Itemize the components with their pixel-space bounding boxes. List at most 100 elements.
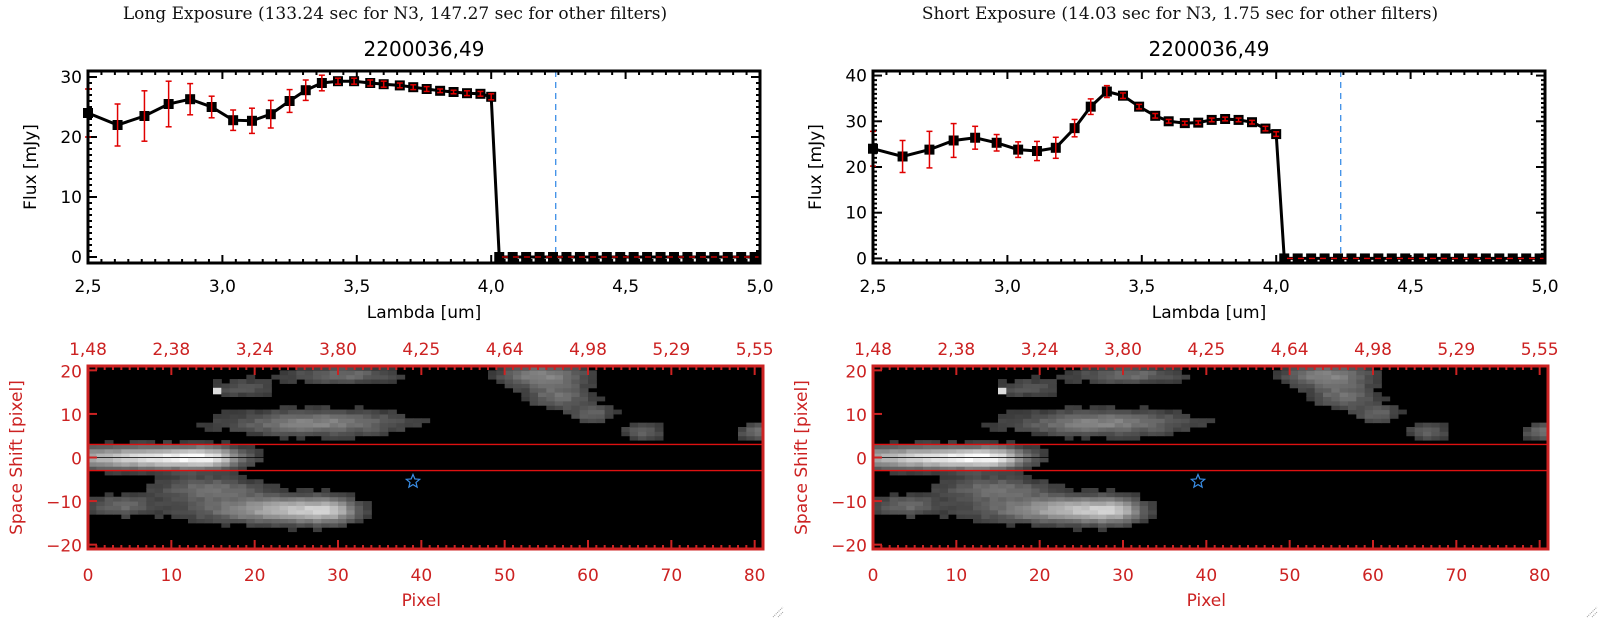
x-tick-label: 5,0 bbox=[746, 277, 773, 297]
y-tick-label: 10 bbox=[60, 406, 82, 426]
dead-pixel bbox=[175, 433, 193, 440]
y-tick-label: −20 bbox=[46, 537, 82, 557]
top-wavelength-label: 3,80 bbox=[1104, 340, 1142, 360]
top-wavelength-label: 4,98 bbox=[569, 340, 607, 360]
x-tick-label: 4,5 bbox=[612, 277, 639, 297]
y-tick-label: 0 bbox=[71, 248, 82, 268]
x-axis-label: Pixel bbox=[1187, 591, 1226, 611]
chart-title: 2200036,49 bbox=[364, 37, 485, 61]
data-point bbox=[507, 252, 518, 262]
y-tick-label: 0 bbox=[856, 450, 867, 470]
x-tick-label: 20 bbox=[1029, 566, 1051, 586]
x-tick-label: 0 bbox=[868, 566, 879, 586]
star-marker-icon bbox=[1189, 472, 1207, 489]
x-tick-label: 60 bbox=[1362, 566, 1384, 586]
image-pixels bbox=[873, 366, 1549, 533]
x-tick-label: 30 bbox=[1112, 566, 1134, 586]
y-axis-label: Space Shift [pixel] bbox=[792, 380, 812, 535]
data-point bbox=[1292, 253, 1303, 264]
x-tick-label: 50 bbox=[494, 566, 516, 586]
x-tick-label: 3,5 bbox=[343, 277, 370, 297]
top-wavelength-label: 2,38 bbox=[152, 340, 190, 360]
top-wavelength-label: 4,64 bbox=[486, 340, 524, 360]
y-tick-label: 30 bbox=[845, 112, 867, 132]
y-tick-label: −20 bbox=[831, 537, 867, 557]
x-tick-label: 4,0 bbox=[1263, 277, 1290, 297]
data-point bbox=[494, 252, 505, 262]
x-tick-label: 5,0 bbox=[1531, 277, 1558, 297]
short-exposure-panel: Short Exposure (14.03 sec for N3, 1.75 s… bbox=[785, 0, 1575, 630]
spectrum-chart: 2200036,49 2,5 3,0 3,5 4,0 4,5 5,0 0 10 20 30 40 Lam… bbox=[806, 37, 1559, 323]
data-point bbox=[1413, 253, 1424, 264]
x-tick-label: 80 bbox=[744, 566, 766, 586]
data-point bbox=[736, 252, 747, 262]
resize-grip-icon[interactable] bbox=[1584, 604, 1598, 618]
top-wavelength-label: 1,48 bbox=[854, 340, 892, 360]
data-point bbox=[668, 252, 679, 262]
exposure-title: Short Exposure (14.03 sec for N3, 1.75 s… bbox=[921, 4, 1439, 24]
resize-grip-icon[interactable] bbox=[770, 604, 784, 618]
y-tick-label: 10 bbox=[845, 406, 867, 426]
x-tick-label: 30 bbox=[327, 566, 349, 586]
data-point bbox=[1467, 253, 1478, 264]
y-tick-label: 30 bbox=[60, 68, 82, 88]
top-wavelength-label: 4,25 bbox=[402, 340, 440, 360]
x-tick-label: 2,5 bbox=[859, 277, 886, 297]
data-point bbox=[682, 252, 693, 262]
y-tick-label: 20 bbox=[845, 362, 867, 382]
chart-title: 2200036,49 bbox=[1149, 37, 1270, 61]
data-point bbox=[1346, 253, 1357, 264]
dead-pixel bbox=[960, 433, 978, 440]
x-tick-label: 40 bbox=[1196, 566, 1218, 586]
x-tick-label: 60 bbox=[577, 566, 599, 586]
data-point bbox=[1400, 253, 1411, 264]
x-tick-label: 4,5 bbox=[1397, 277, 1424, 297]
top-wavelength-label: 4,25 bbox=[1187, 340, 1225, 360]
spatial-image-plot: −20 −10 0 10 20 0 10 20 30 40 50 60 70 80 1,48 2,38 3,24… bbox=[7, 340, 774, 611]
x-axis-label: Lambda [um] bbox=[1152, 303, 1266, 323]
star-marker-icon bbox=[404, 472, 422, 489]
top-wavelength-label: 3,80 bbox=[319, 340, 357, 360]
x-tick-label: 4,0 bbox=[478, 277, 505, 297]
y-tick-label: −10 bbox=[831, 493, 867, 513]
x-tick-label: 0 bbox=[83, 566, 94, 586]
plot-frame bbox=[871, 69, 1547, 265]
x-axis-label: Pixel bbox=[402, 591, 441, 611]
y-tick-label: 0 bbox=[71, 450, 82, 470]
top-wavelength-label: 5,55 bbox=[736, 340, 774, 360]
top-wavelength-label: 5,29 bbox=[1437, 340, 1475, 360]
x-tick-label: 3,5 bbox=[1128, 277, 1155, 297]
x-axis-label: Lambda [um] bbox=[367, 303, 481, 323]
data-point bbox=[1521, 253, 1532, 264]
x-tick-label: 80 bbox=[1529, 566, 1551, 586]
data-point bbox=[1534, 253, 1545, 264]
plot-frame bbox=[86, 69, 762, 265]
exposure-title: Long Exposure (133.24 sec for N3, 147.27… bbox=[122, 4, 668, 24]
data-point bbox=[628, 252, 639, 262]
hot-pixel bbox=[998, 387, 1007, 395]
y-tick-label: 40 bbox=[845, 67, 867, 87]
data-point bbox=[1333, 253, 1344, 264]
data-point bbox=[561, 252, 572, 262]
data-point bbox=[749, 252, 760, 262]
x-tick-label: 70 bbox=[661, 566, 683, 586]
top-wavelength-label: 3,24 bbox=[236, 340, 274, 360]
y-tick-label: 10 bbox=[845, 204, 867, 224]
top-wavelength-label: 2,38 bbox=[937, 340, 975, 360]
y-tick-label: 20 bbox=[845, 158, 867, 178]
x-tick-label: 10 bbox=[161, 566, 183, 586]
data-point bbox=[1453, 253, 1464, 264]
top-wavelength-label: 3,24 bbox=[1021, 340, 1059, 360]
y-axis-label: Flux [mJy] bbox=[806, 124, 826, 210]
x-tick-label: 3,0 bbox=[994, 277, 1021, 297]
spatial-image-plot: −20 −10 0 10 20 0 10 20 30 40 50 60 70 80 1,48 2,38 3,24… bbox=[792, 340, 1559, 611]
y-axis-label: Space Shift [pixel] bbox=[7, 380, 27, 535]
spectrum-chart: 2200036,49 2,5 3,0 3,5 4,0 4,5 5,0 0 10 20 30 Lambd… bbox=[21, 37, 774, 323]
x-tick-label: 10 bbox=[946, 566, 968, 586]
y-tick-label: 10 bbox=[60, 188, 82, 208]
hot-pixel bbox=[213, 387, 222, 395]
x-tick-label: 2,5 bbox=[74, 277, 101, 297]
x-tick-label: 50 bbox=[1279, 566, 1301, 586]
y-tick-label: 20 bbox=[60, 128, 82, 148]
data-point bbox=[548, 252, 559, 262]
